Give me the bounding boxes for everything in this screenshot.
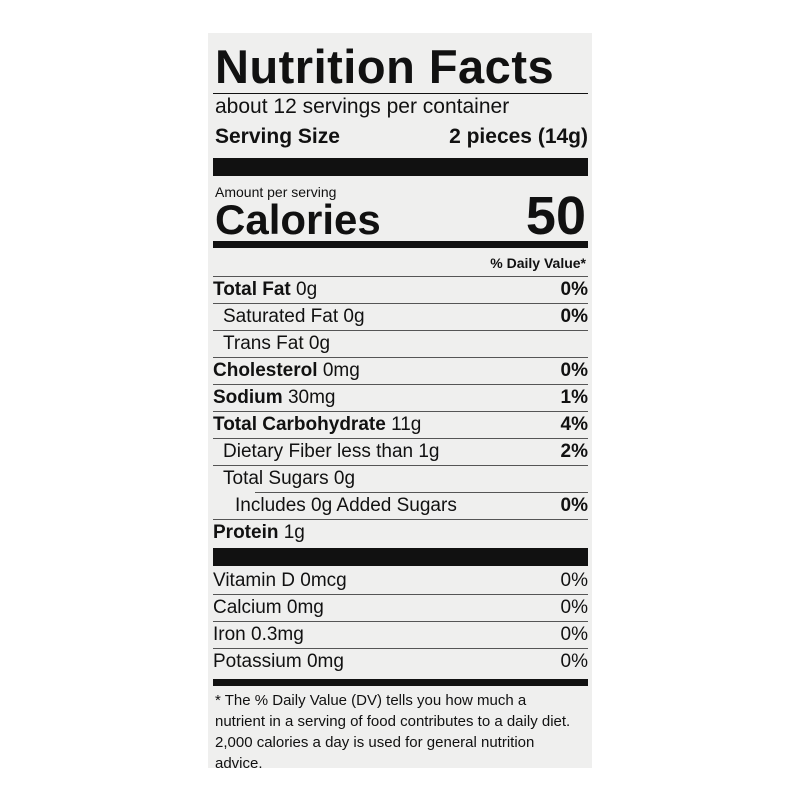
nutrient-name: Cholesterol [213, 360, 318, 381]
vitamin-name: Potassium 0mg [213, 651, 344, 672]
nutrient-row: Total Sugars 0g [213, 465, 588, 492]
nutrient-amount: 30mg [287, 387, 336, 408]
nutrient-row: Cholesterol 0mg 0% [213, 357, 588, 384]
nutrient-row: Sodium 30mg 1% [213, 384, 588, 411]
vitamin-dv: 0% [560, 651, 588, 672]
serving-size-label: Serving Size [215, 125, 340, 148]
nutrient-dv: 0% [560, 306, 588, 327]
nutrient-dv: 0% [560, 360, 588, 381]
nutrient-dv: 2% [560, 441, 588, 462]
vitamin-row: Calcium 0mg 0% [213, 594, 588, 621]
nutrient-amount: 0g [296, 279, 318, 300]
vitamin-dv: 0% [560, 624, 588, 645]
footnote: * The % Daily Value (DV) tells you how m… [215, 692, 571, 772]
nutrient-row: Protein 1g [213, 519, 588, 546]
nutrient-row: Trans Fat 0g [213, 330, 588, 357]
title: Nutrition Facts [215, 40, 555, 93]
vitamin-name: Calcium 0mg [213, 597, 324, 618]
dv-header: % Daily Value* [490, 255, 586, 271]
nutrient-name: Trans Fat 0g [223, 333, 331, 354]
vitamin-row: Iron 0.3mg 0% [213, 621, 588, 648]
vitamin-row: Vitamin D 0mcg 0% [213, 567, 588, 594]
nutrient-row: Total Fat 0g 0% [213, 276, 588, 303]
thick-rule [213, 158, 588, 176]
nutrient-amount: 0mg [322, 360, 360, 381]
nutrient-row: Total Carbohydrate 11g 4% [213, 411, 588, 438]
nutrition-label: Nutrition Facts about 12 servings per co… [208, 33, 592, 772]
medium-rule [213, 679, 588, 686]
amount-per-serving: Amount per serving [215, 184, 337, 200]
nutrient-dv: 0% [560, 494, 588, 516]
nutrient-name: Saturated Fat 0g [223, 306, 365, 327]
nutrient-amount: 11g [391, 414, 422, 435]
nutrient-name: Total Fat [213, 279, 291, 300]
calories-value: 50 [525, 186, 586, 246]
nutrient-name: Dietary Fiber less than 1g [223, 441, 440, 462]
nutrient-name: Protein [213, 522, 279, 543]
vitamin-row: Potassium 0mg 0% [213, 648, 588, 675]
nutrient-row: Saturated Fat 0g 0% [213, 303, 588, 330]
nutrient-name: Includes 0g Added Sugars [235, 494, 457, 516]
calories-label: Calories [215, 196, 381, 243]
vitamin-name: Vitamin D 0mcg [213, 569, 347, 591]
nutrient-name: Total Carbohydrate [213, 414, 386, 435]
thick-rule [213, 548, 588, 566]
vitamin-name: Iron 0.3mg [213, 624, 304, 645]
rule [213, 93, 588, 94]
nutrient-row: Dietary Fiber less than 1g 2% [213, 438, 588, 465]
nutrient-dv: 4% [560, 414, 588, 435]
nutrient-dv: 1% [560, 387, 588, 408]
nutrient-row: Includes 0g Added Sugars 0% [213, 492, 588, 519]
serving-size-value: 2 pieces (14g) [449, 125, 588, 148]
servings: about 12 servings per container [215, 95, 510, 118]
nutrient-amount: 1g [283, 522, 305, 543]
medium-rule [213, 241, 588, 248]
nutrient-name: Total Sugars 0g [223, 468, 356, 489]
vitamin-dv: 0% [560, 597, 588, 618]
nutrient-name: Sodium [213, 387, 283, 408]
rule [255, 492, 588, 493]
vitamin-dv: 0% [560, 569, 588, 591]
nutrient-dv: 0% [560, 279, 588, 300]
